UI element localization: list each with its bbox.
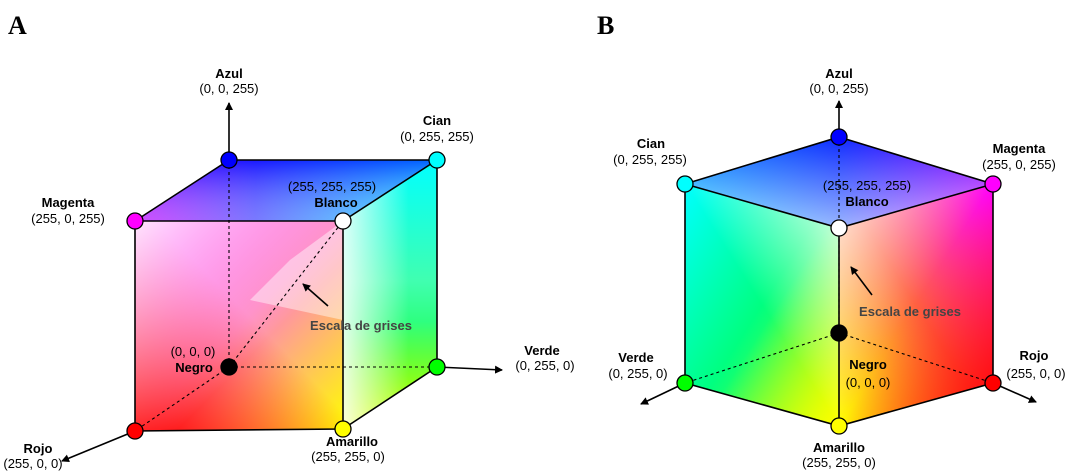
grayscale-pointer-arrow	[302, 283, 329, 307]
label-azul-name-b: Azul	[825, 66, 852, 81]
label-magenta-name: Magenta	[42, 195, 96, 210]
label-rojo-value: (255, 0, 0)	[3, 456, 62, 471]
vertex-green	[428, 358, 446, 376]
label-magenta-name-b: Magenta	[993, 141, 1047, 156]
vertex-yellow-b	[830, 417, 848, 435]
label-cian-value-b: (0, 255, 255)	[613, 152, 687, 167]
label-magenta-value-b: (255, 0, 255)	[982, 157, 1056, 172]
label-verde-value-b: (0, 255, 0)	[608, 366, 667, 381]
hidden-edge-right-b	[838, 332, 994, 384]
label-blanco-name: Blanco	[314, 195, 357, 210]
vertex-red	[126, 422, 144, 440]
panel-a: A	[3, 11, 574, 471]
cube-face-side	[343, 160, 437, 429]
cube-face-front	[135, 221, 343, 431]
label-rojo-name-b: Rojo	[1020, 348, 1049, 363]
vertex-cyan	[428, 151, 446, 169]
vertex-white-b	[830, 219, 848, 237]
label-cian-value: (0, 255, 255)	[400, 129, 474, 144]
panel-letter-a: A	[8, 11, 27, 40]
axis-red-arrow	[61, 430, 136, 463]
vertex-cyan-b	[676, 175, 694, 193]
hidden-edge-diagonal	[134, 366, 230, 432]
axis-green-arrow	[436, 365, 503, 374]
label-amarillo-name: Amarillo	[326, 434, 378, 449]
vertex-white	[334, 212, 352, 230]
label-amarillo-value-b: (255, 255, 0)	[802, 455, 876, 470]
grayscale-diagonal	[228, 220, 344, 368]
label-verde-value: (0, 255, 0)	[515, 358, 574, 373]
vertex-magenta-b	[984, 175, 1002, 193]
vertex-magenta	[126, 212, 144, 230]
panel-letter-b: B	[597, 11, 614, 40]
label-negro-name-b: Negro	[849, 357, 887, 372]
label-grayscale-b: Escala de grises	[859, 304, 961, 319]
label-verde-name-b: Verde	[618, 350, 653, 365]
label-rojo-value-b: (255, 0, 0)	[1006, 366, 1065, 381]
vertex-black	[220, 358, 238, 376]
cube-face-top	[135, 160, 437, 221]
label-verde-name: Verde	[524, 343, 559, 358]
label-blanco-value: (255, 255, 255)	[288, 179, 376, 194]
label-negro-value-b: (0, 0, 0)	[846, 375, 891, 390]
label-blanco-name-b: Blanco	[845, 194, 888, 209]
label-negro-value: (0, 0, 0)	[171, 344, 216, 359]
label-amarillo-name-b: Amarillo	[813, 440, 865, 455]
label-negro-name: Negro	[175, 360, 213, 375]
cube-face-right-b	[839, 184, 993, 426]
vertex-red-b	[984, 374, 1002, 392]
label-azul-value: (0, 0, 255)	[199, 81, 258, 96]
vertex-blue	[220, 151, 238, 169]
vertex-blue-b	[830, 128, 848, 146]
label-amarillo-value: (255, 255, 0)	[311, 449, 385, 464]
panel-b: B	[597, 11, 1066, 470]
label-rojo-name: Rojo	[24, 441, 53, 456]
label-azul-name: Azul	[215, 66, 242, 81]
label-cian-name-b: Cian	[637, 136, 665, 151]
label-magenta-value: (255, 0, 255)	[31, 211, 105, 226]
label-azul-value-b: (0, 0, 255)	[809, 81, 868, 96]
cube-face-left-b	[685, 184, 839, 426]
hidden-edge-left-b	[684, 332, 840, 384]
label-cian-name: Cian	[423, 113, 451, 128]
vertex-green-b	[676, 374, 694, 392]
label-grayscale: Escala de grises	[310, 318, 412, 333]
label-blanco-value-b: (255, 255, 255)	[823, 178, 911, 193]
vertex-yellow	[334, 420, 352, 438]
vertex-black-b	[830, 324, 848, 342]
grayscale-pointer-arrow-b	[850, 266, 873, 296]
